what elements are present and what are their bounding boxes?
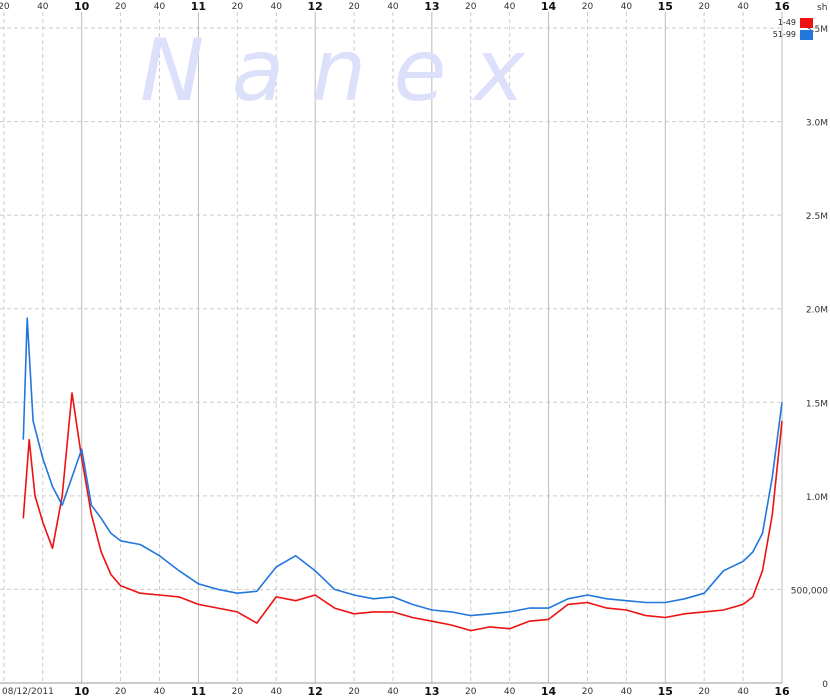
x-tick-labels-top: 20 40 20 40 10 20 40 11 20 40 12 20 40 13 20 40 14 20 40 15… — [0, 0, 790, 13]
x-tick-label-major: 16 — [774, 685, 790, 698]
x-tick-label-major: 16 — [774, 0, 790, 13]
x-tick-label-minor: 20 — [232, 687, 244, 697]
x-tick-label-minor: 40 — [504, 2, 516, 12]
x-tick-label-major: 15 — [658, 0, 673, 13]
date-label: 08/12/2011 — [2, 687, 54, 697]
x-tick-label-minor: 20 — [348, 2, 360, 12]
y-tick-label: 2.5M — [806, 212, 828, 222]
legend-label: 1-49 — [778, 18, 796, 27]
x-tick-label-major: 10 — [74, 0, 90, 13]
x-tick-label-minor: 20 — [232, 2, 244, 12]
legend-swatch — [800, 30, 813, 40]
x-tick-label-minor: 40 — [271, 2, 283, 12]
y-unit-label: sh — [817, 3, 827, 13]
x-tick-label-minor: 40 — [387, 2, 399, 12]
x-tick-label-major: 10 — [74, 685, 90, 698]
x-tick-label-minor: 20 — [348, 687, 360, 697]
legend-swatch — [800, 18, 813, 28]
x-tick-label-major: 12 — [307, 685, 322, 698]
x-tick-label-major: 15 — [658, 685, 673, 698]
x-tick-label-minor: 20 — [582, 2, 594, 12]
x-tick-label-minor: 20 — [115, 687, 127, 697]
legend-label: 51-99 — [773, 30, 796, 39]
y-tick-label: 1.5M — [806, 399, 828, 409]
x-tick-label-minor: 40 — [621, 2, 633, 12]
y-tick-label: 3.0M — [806, 119, 828, 129]
x-tick-label-minor: 20 — [698, 687, 710, 697]
x-tick-label-major: 12 — [307, 0, 322, 13]
y-tick-label: 2.0M — [806, 306, 828, 316]
x-tick-label-major: 13 — [424, 685, 439, 698]
x-tick-label-major: 11 — [191, 685, 206, 698]
x-tick-label-minor: 20 — [465, 687, 477, 697]
x-tick-label-minor: 20 — [465, 2, 477, 12]
x-tick-label-major: 11 — [191, 0, 206, 13]
x-tick-label-minor: 20 — [0, 2, 10, 12]
x-tick-label-major: 14 — [541, 0, 557, 13]
x-tick-label-minor: 20 — [115, 2, 127, 12]
x-tick-label-minor: 40 — [37, 2, 49, 12]
y-tick-label: 1.0M — [806, 493, 828, 503]
x-tick-label-minor: 40 — [737, 2, 749, 12]
x-tick-label-minor: 20 — [698, 2, 710, 12]
x-tick-label-minor: 40 — [154, 2, 166, 12]
x-tick-label-major: 13 — [424, 0, 439, 13]
y-tick-label: 0 — [822, 680, 828, 690]
x-tick-label-major: 14 — [541, 685, 557, 698]
x-tick-label-minor: 20 — [582, 687, 594, 697]
x-tick-label-minor: 40 — [737, 687, 749, 697]
x-tick-label-minor: 40 — [154, 687, 166, 697]
x-tick-label-minor: 40 — [387, 687, 399, 697]
x-tick-label-minor: 40 — [271, 687, 283, 697]
x-tick-label-minor: 40 — [504, 687, 516, 697]
y-tick-label: 500,000 — [791, 586, 828, 596]
watermark-text: N a n e x — [140, 21, 526, 121]
x-tick-label-minor: 40 — [621, 687, 633, 697]
